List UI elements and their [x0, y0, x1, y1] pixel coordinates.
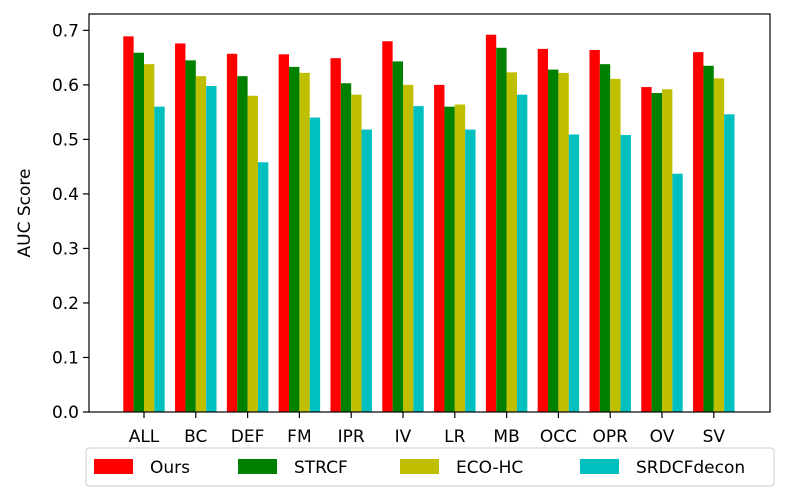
bar-srdcfdecon-ov — [672, 173, 683, 412]
x-tick-label: OV — [650, 427, 675, 447]
y-tick-label: 0.7 — [52, 21, 79, 41]
bar-ours-opr — [589, 49, 600, 413]
legend: Ours STRCF ECO-HC SRDCFdecon — [85, 447, 775, 487]
bar-ours-lr — [434, 84, 445, 412]
bar-ours-ov — [641, 87, 652, 413]
bar-strcf-mb — [496, 47, 507, 413]
x-tick-label: IV — [395, 427, 412, 447]
plot-frame — [88, 13, 771, 413]
bar-ours-fm — [278, 54, 290, 412]
bar-ours-occ — [537, 48, 549, 412]
bar-srdcfdecon-opr — [620, 135, 631, 412]
bar-ours-mb — [485, 34, 497, 413]
bar-srdcfdecon-iv — [413, 106, 424, 413]
bar-strcf-lr — [444, 106, 455, 412]
bar-eco-hc-ipr — [351, 94, 362, 412]
y-tick-label: 0.1 — [52, 348, 79, 368]
x-tick-label: SV — [703, 427, 726, 447]
bar-eco-hc-opr — [610, 78, 621, 412]
bar-srdcfdecon-ipr — [361, 129, 372, 412]
bar-srdcfdecon-bc — [206, 85, 217, 412]
x-tick-label: DEF — [231, 427, 265, 447]
y-axis: 0.0 0.1 0.2 0.3 0.4 0.5 0.6 0.7 — [52, 21, 89, 423]
y-tick-label: 0.5 — [52, 130, 79, 150]
legend-label: STRCF — [294, 458, 348, 478]
bar-eco-hc-lr — [454, 104, 466, 412]
x-tick-label: MB — [493, 427, 519, 447]
y-tick-label: 0.4 — [52, 185, 79, 205]
y-tick-label: 0.6 — [52, 76, 79, 96]
bar-strcf-all — [133, 52, 144, 412]
legend-swatch — [580, 459, 619, 474]
bar-srdcfdecon-lr — [465, 129, 476, 412]
bar-eco-hc-bc — [195, 76, 207, 412]
bar-ours-all — [123, 36, 134, 412]
y-tick-label: 0.3 — [52, 239, 79, 259]
x-tick-label: ALL — [129, 427, 160, 447]
bar-srdcfdecon-all — [154, 106, 165, 412]
bar-ours-sv — [693, 52, 704, 413]
bar-srdcfdecon-def — [257, 162, 269, 412]
bar-ours-def — [226, 53, 238, 413]
bar-eco-hc-mb — [506, 72, 517, 413]
bar-strcf-fm — [289, 66, 300, 412]
y-tick-label: 0.0 — [52, 403, 79, 423]
legend-label: ECO-HC — [456, 458, 523, 478]
bars-layer — [123, 34, 735, 413]
bar-strcf-sv — [703, 65, 714, 412]
bar-srdcfdecon-mb — [516, 94, 528, 412]
bar-strcf-iv — [392, 61, 403, 413]
legend-swatch — [238, 459, 277, 474]
bar-strcf-occ — [548, 69, 559, 412]
bar-srdcfdecon-sv — [724, 114, 735, 412]
x-tick-label: OCC — [540, 427, 577, 447]
bar-strcf-def — [237, 76, 248, 412]
x-tick-label: BC — [184, 427, 207, 447]
bar-ours-ipr — [330, 58, 341, 412]
legend-swatch — [94, 459, 133, 474]
bar-strcf-ipr — [340, 83, 352, 413]
x-tick-label: FM — [287, 427, 311, 447]
bar-eco-hc-sv — [713, 78, 725, 413]
bar-srdcfdecon-occ — [568, 134, 580, 412]
bar-strcf-bc — [185, 60, 196, 412]
legend-label: Ours — [150, 458, 190, 478]
bar-eco-hc-ov — [662, 89, 673, 413]
bar-strcf-opr — [599, 64, 611, 412]
x-axis: ALL BC DEF FM IPR IV LR MB OCC OPR OV SV — [129, 412, 726, 447]
bar-ours-bc — [175, 43, 186, 412]
bar-strcf-ov — [651, 93, 662, 412]
bar-eco-hc-fm — [299, 72, 310, 412]
bar-srdcfdecon-fm — [309, 117, 321, 412]
x-tick-label: LR — [444, 427, 465, 447]
x-tick-label: OPR — [592, 427, 628, 447]
bar-ours-iv — [382, 41, 393, 412]
legend-swatch — [400, 459, 439, 474]
bar-eco-hc-occ — [558, 72, 569, 412]
bar-eco-hc-iv — [403, 84, 414, 412]
y-tick-label: 0.2 — [52, 294, 79, 314]
x-tick-label: IPR — [338, 427, 365, 447]
y-axis-title: AUC Score — [15, 169, 35, 258]
bar-eco-hc-def — [247, 95, 258, 412]
legend-label: SRDCFdecon — [636, 458, 745, 478]
bar-eco-hc-all — [144, 64, 155, 412]
